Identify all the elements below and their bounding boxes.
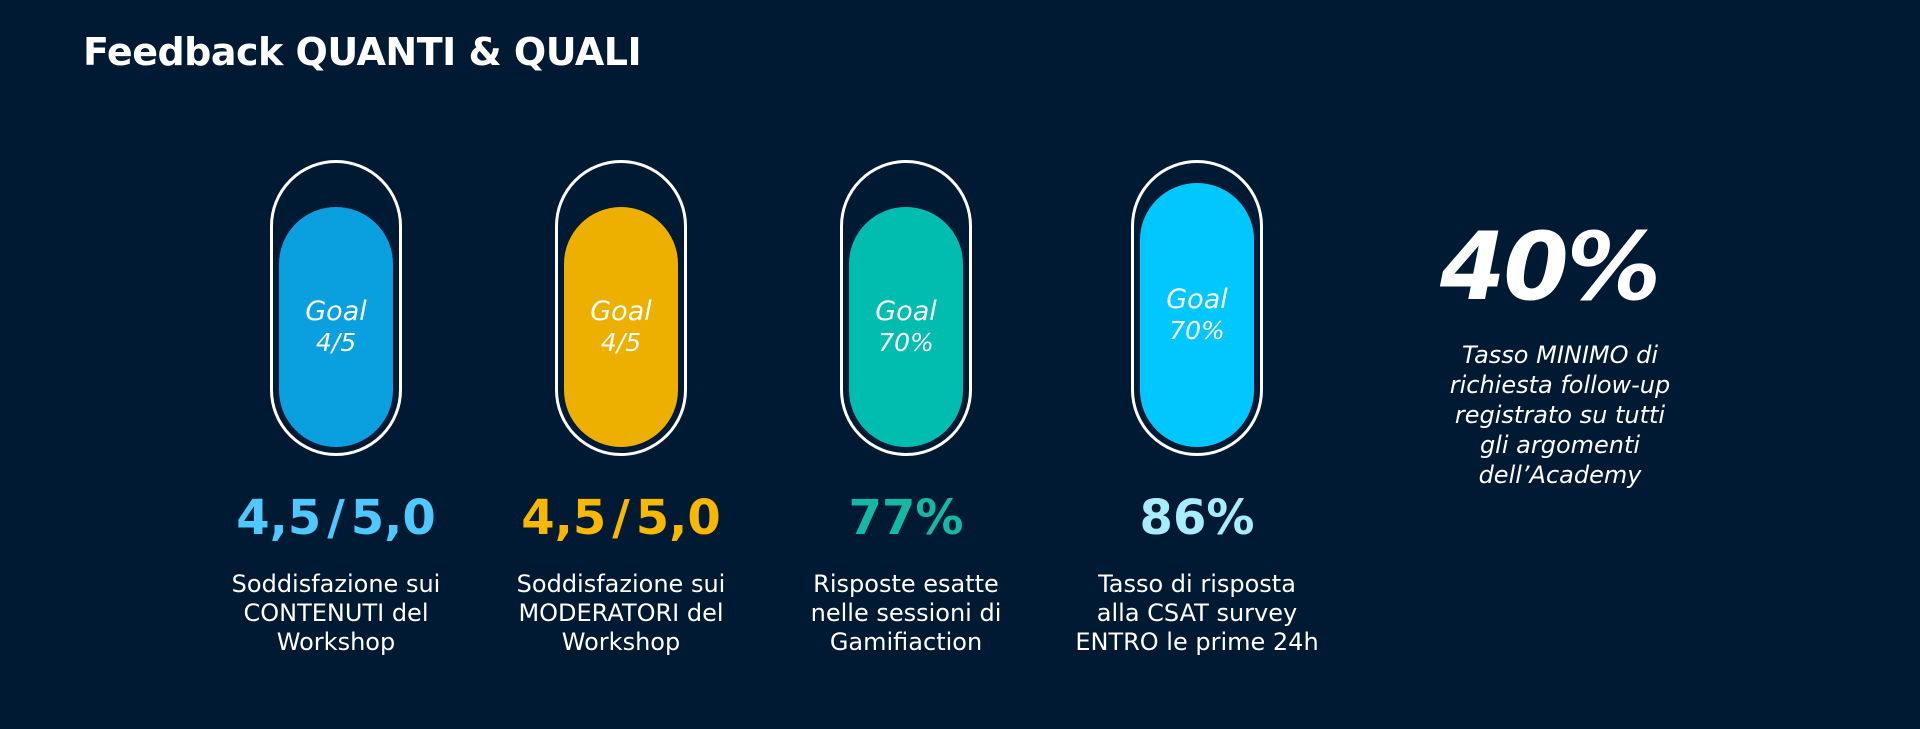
goal-value: 4/5 [600, 328, 642, 357]
result-separator: / [327, 490, 345, 546]
desc-line: nelle sessioni di [810, 599, 1002, 627]
highlight-description: Tasso MINIMO di richiesta follow-up regi… [1400, 340, 1720, 490]
goal-value: 70% [878, 328, 934, 357]
desc-line: CONTENUTI del [243, 599, 429, 627]
desc-line: MODERATORI del [518, 599, 724, 627]
goal-capsule: Goal 4/5 [555, 160, 687, 456]
page-title: Feedback QUANTI & QUALI [83, 30, 642, 74]
result-separator: / [612, 490, 630, 546]
kpi-moderatori: Goal 4/5 4,5/5,0 Soddisfazione sui MODER… [471, 160, 771, 680]
desc-line: Tasso di risposta [1098, 570, 1296, 598]
highlight-desc-line: richiesta follow-up [1449, 371, 1671, 399]
result-value: 4,5 [236, 490, 322, 546]
desc-line: Workshop [561, 628, 681, 656]
kpi-result: 77% [848, 490, 964, 546]
kpi-description: Soddisfazione sui CONTENUTI del Workshop [186, 570, 486, 657]
goal-value: 4/5 [315, 328, 357, 357]
highlight-desc-line: gli argomenti [1479, 431, 1641, 459]
goal-capsule: Goal 4/5 [270, 160, 402, 456]
goal-label: Goal [875, 296, 937, 327]
kpi-description: Risposte esatte nelle sessioni di Gamifi… [756, 570, 1056, 657]
kpi-description: Soddisfazione sui MODERATORI del Worksho… [471, 570, 771, 657]
goal-label: Goal [1166, 284, 1228, 315]
desc-line: Soddisfazione sui [231, 570, 441, 598]
goal-capsule-fill: Goal 70% [849, 207, 963, 447]
goal-capsule-fill: Goal 4/5 [279, 207, 393, 447]
desc-line: Gamifiaction [829, 628, 983, 656]
highlight-desc-line: registrato su tutti [1454, 401, 1666, 429]
result-max: 5,0 [350, 490, 436, 546]
goal-value: 70% [1169, 316, 1225, 345]
kpi-result: 86% [1139, 490, 1255, 546]
goal-capsule-fill: Goal 70% [1140, 183, 1254, 447]
highlight-desc-line: Tasso MINIMO di [1461, 341, 1659, 369]
goal-label: Goal [590, 296, 652, 327]
kpi-contenuti: Goal 4/5 4,5/5,0 Soddisfazione sui CONTE… [186, 160, 486, 680]
goal-capsule: Goal 70% [840, 160, 972, 456]
highlight-desc-line: dell’Academy [1478, 461, 1642, 489]
desc-line: Soddisfazione sui [516, 570, 726, 598]
highlight-value: 40% [1440, 213, 1661, 322]
kpi-result: 4,5/5,0 [186, 490, 486, 546]
desc-line: alla CSAT survey [1096, 599, 1298, 627]
result-max: 5,0 [635, 490, 721, 546]
kpi-csat: Goal 70% 86% Tasso di risposta alla CSAT… [1047, 160, 1347, 680]
desc-line: Workshop [276, 628, 396, 656]
goal-label: Goal [305, 296, 367, 327]
kpi-description: Tasso di risposta alla CSAT survey ENTRO… [1047, 570, 1347, 657]
kpi-result: 4,5/5,0 [471, 490, 771, 546]
goal-capsule-fill: Goal 4/5 [564, 207, 678, 447]
kpi-gamification: Goal 70% 77% Risposte esatte nelle sessi… [756, 160, 1056, 680]
desc-line: ENTRO le prime 24h [1075, 628, 1319, 656]
goal-capsule: Goal 70% [1131, 160, 1263, 456]
result-value: 4,5 [521, 490, 607, 546]
desc-line: Risposte esatte [813, 570, 999, 598]
